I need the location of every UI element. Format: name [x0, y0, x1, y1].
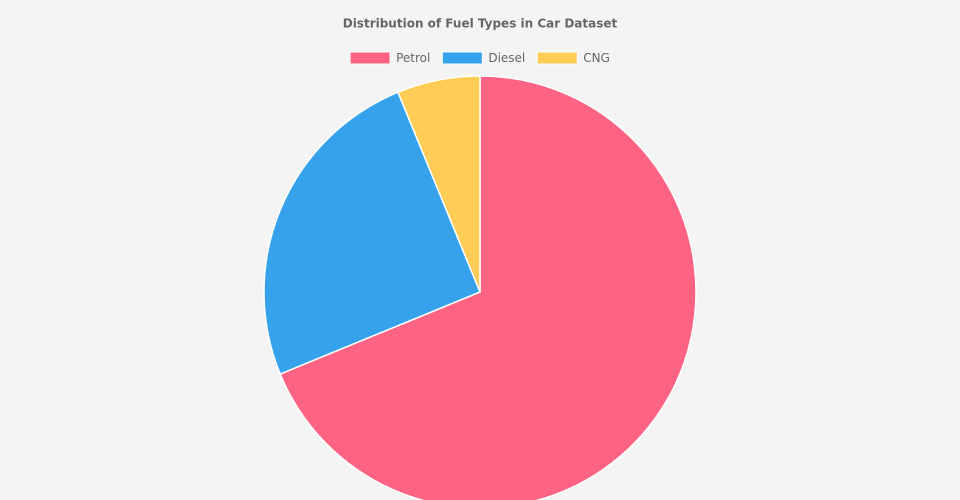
legend-label: CNG — [583, 51, 610, 65]
pie-slice — [263, 91, 481, 376]
legend-item[interactable]: Petrol — [349, 51, 430, 65]
legend-label: Diesel — [488, 51, 525, 65]
legend-swatch — [536, 51, 578, 65]
legend: Petrol Diesel CNG — [349, 51, 610, 65]
legend-swatch — [441, 51, 483, 65]
pie-slice — [396, 75, 481, 293]
legend-label: Petrol — [396, 51, 430, 65]
pie-slice — [279, 75, 697, 500]
pie — [263, 75, 697, 500]
legend-swatch — [349, 51, 391, 65]
legend-item[interactable]: CNG — [536, 51, 610, 65]
chart-title: Distribution of Fuel Types in Car Datase… — [343, 17, 618, 31]
legend-item[interactable]: Diesel — [441, 51, 525, 65]
